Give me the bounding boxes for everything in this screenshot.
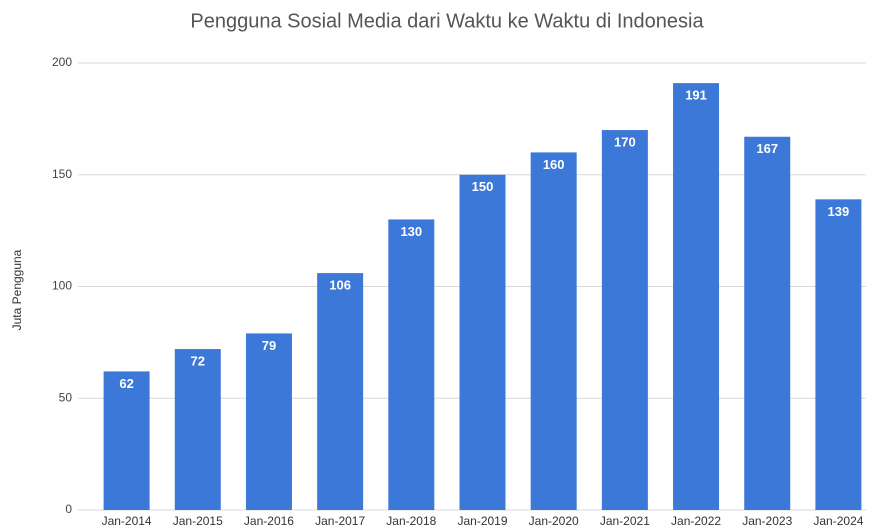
value-label: 139	[828, 204, 850, 219]
bar	[459, 174, 506, 510]
x-tick-label: Jan-2018	[386, 514, 436, 528]
y-axis-label: Juta Pengguna	[10, 249, 24, 330]
bar	[317, 273, 364, 510]
chart-title: Pengguna Sosial Media dari Waktu ke Wakt…	[190, 10, 704, 32]
x-tick-label: Jan-2017	[315, 514, 365, 528]
value-label: 150	[472, 179, 494, 194]
bar	[103, 371, 150, 510]
y-tick-label: 50	[59, 390, 73, 404]
value-label: 167	[756, 141, 778, 156]
bar	[245, 333, 292, 510]
y-tick-label: 100	[52, 279, 72, 293]
value-label: 62	[119, 376, 133, 391]
bar	[815, 199, 862, 510]
bar	[388, 219, 435, 510]
x-tick-label: Jan-2021	[600, 514, 650, 528]
x-tick-label: Jan-2019	[457, 514, 507, 528]
value-label: 72	[191, 354, 205, 369]
value-label: 130	[400, 224, 422, 239]
x-tick-label: Jan-2022	[671, 514, 721, 528]
bar	[744, 136, 791, 510]
value-label: 160	[543, 157, 565, 172]
bar	[601, 130, 648, 511]
x-tick-label: Jan-2014	[102, 514, 152, 528]
value-label: 106	[329, 278, 351, 293]
x-tick-label: Jan-2016	[244, 514, 294, 528]
value-label: 79	[262, 338, 276, 353]
bar	[174, 349, 221, 510]
x-tick-label: Jan-2015	[173, 514, 223, 528]
x-tick-label: Jan-2024	[813, 514, 863, 528]
bar	[530, 152, 577, 510]
y-tick-label: 150	[52, 167, 72, 181]
x-tick-label: Jan-2020	[529, 514, 579, 528]
value-label: 170	[614, 134, 636, 149]
value-label: 191	[685, 88, 707, 103]
y-tick-label: 0	[65, 502, 72, 516]
bar	[673, 83, 720, 511]
y-tick-label: 200	[52, 55, 72, 69]
x-tick-label: Jan-2023	[742, 514, 792, 528]
